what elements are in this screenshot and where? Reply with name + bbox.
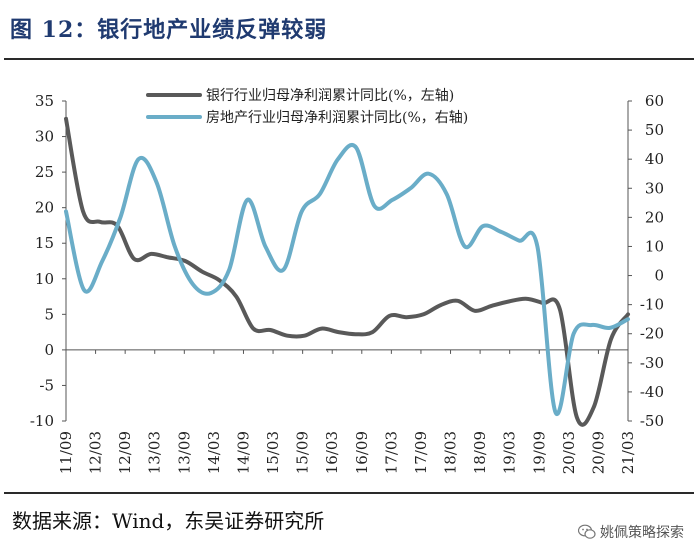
watermark-text: 姚佩策略探索 [600,525,684,541]
right-tick-label: -30 [640,354,664,372]
figure-title: 图 12：银行地产业绩反弹较弱 [10,17,328,43]
x-tick-label: 17/03 [382,431,400,474]
x-tick-label: 18/09 [471,431,489,474]
x-tick-label: 14/03 [205,431,223,474]
x-tick-label: 16/09 [353,431,371,474]
x-tick-label: 17/09 [412,431,430,474]
wechat-icon [578,524,596,539]
x-tick-label: 18/03 [442,431,460,474]
x-tick-label: 20/03 [560,431,578,474]
left-tick-label: 15 [35,234,54,252]
plot-area: 35302520151050-5-106050403020100-10-20-3… [30,87,664,474]
right-tick-label: 20 [645,208,664,226]
right-tick-label: 10 [645,237,664,255]
x-tick-label: 15/09 [294,431,312,474]
bank-profit-series-line [64,116,630,427]
x-tick-label: 20/09 [589,431,607,474]
right-tick-label: 50 [645,121,664,139]
x-tick-label: 19/03 [501,431,519,474]
x-tick-label: 16/03 [323,431,341,474]
x-tick-label: 21/03 [619,431,637,474]
legend-label-property: 房地产行业归母净利润累计同比(%，右轴) [206,109,468,126]
x-tick-label: 15/03 [264,431,282,474]
watermark: 姚佩策略探索 [578,522,684,542]
legend-label-bank: 银行行业归母净利润累计同比(%，左轴) [206,87,454,104]
left-tick-label: 20 [35,199,54,217]
right-tick-label: -20 [640,325,664,343]
right-tick-label: -10 [640,296,664,314]
x-tick-label: 11/09 [57,431,75,474]
right-tick-label: -50 [640,412,664,430]
left-tick-label: 0 [44,341,54,359]
left-tick-label: 10 [35,270,54,288]
x-tick-label: 13/03 [146,431,164,474]
source-note: 数据来源：Wind，东吴证券研究所 [12,509,325,533]
right-tick-label: 60 [645,92,664,110]
title-divider [4,58,694,60]
right-tick-label: -40 [640,383,664,401]
right-tick-label: 40 [645,150,664,168]
left-tick-label: 30 [35,128,54,146]
line-chart: 35302520151050-5-106050403020100-10-20-3… [30,87,664,474]
x-tick-label: 14/09 [234,431,252,474]
x-tick-label: 19/09 [530,431,548,474]
property-profit-series-line [64,143,630,417]
left-tick-label: 25 [35,163,54,181]
left-tick-label: 35 [35,92,54,110]
left-tick-label: -5 [39,376,54,394]
right-tick-label: 30 [645,179,664,197]
left-tick-label: 5 [44,305,54,323]
source-divider [4,492,694,494]
left-tick-label: -10 [30,412,54,430]
x-tick-label: 13/09 [175,431,193,474]
x-tick-label: 12/03 [87,431,105,474]
right-tick-label: 0 [654,267,664,285]
x-tick-label: 12/09 [116,431,134,474]
